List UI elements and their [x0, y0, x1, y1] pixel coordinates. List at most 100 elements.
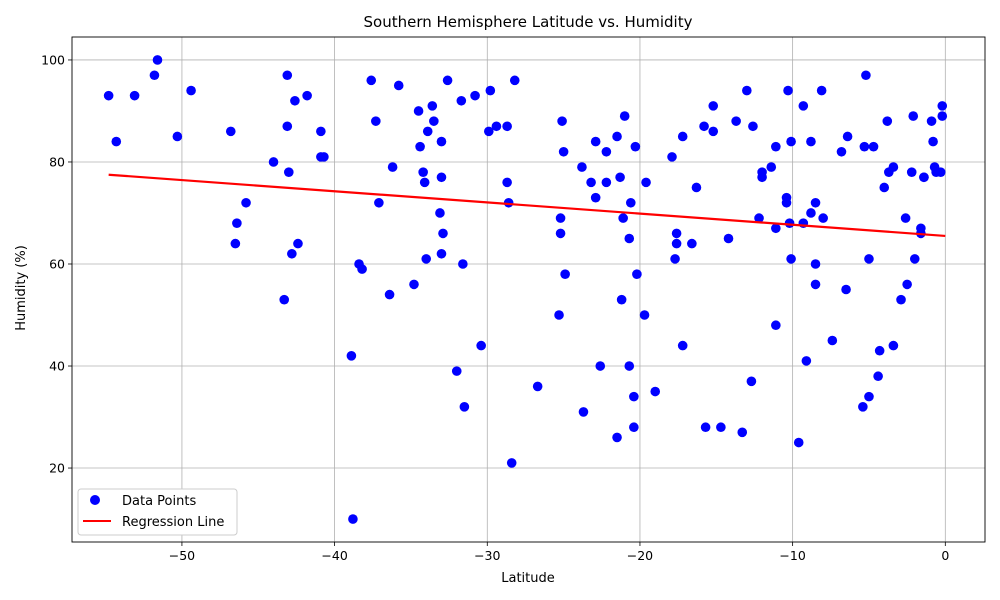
- data-point: [419, 177, 430, 188]
- data-point: [836, 146, 847, 157]
- data-point: [874, 345, 885, 356]
- data-point: [409, 279, 419, 290]
- data-point: [861, 70, 871, 81]
- data-point: [601, 146, 612, 157]
- data-point: [421, 254, 432, 264]
- data-point: [827, 335, 838, 346]
- data-point: [639, 310, 650, 320]
- data-point: [858, 402, 868, 412]
- x-axis-label: Latitude: [501, 571, 555, 586]
- data-point: [888, 162, 899, 172]
- data-point: [906, 167, 917, 177]
- data-point: [616, 294, 627, 305]
- data-point: [708, 126, 719, 137]
- data-point: [506, 458, 517, 468]
- data-point: [578, 407, 589, 417]
- axis-ticks: −50 −40 −30 −20 −10 0 20 40 60 80 100: [41, 52, 949, 563]
- data-point: [766, 162, 777, 172]
- y-tick-label: 80: [49, 154, 65, 169]
- data-point: [731, 116, 741, 126]
- data-point: [667, 152, 677, 162]
- data-point: [784, 218, 795, 228]
- data-point: [873, 371, 883, 382]
- data-point: [641, 177, 651, 188]
- data-point: [816, 85, 827, 96]
- data-point: [436, 172, 447, 183]
- data-point: [716, 422, 726, 433]
- data-point: [783, 85, 793, 96]
- data-point: [624, 361, 635, 371]
- data-point: [387, 162, 398, 172]
- data-point: [937, 101, 948, 111]
- data-point: [671, 228, 682, 239]
- regression-line: [108, 173, 946, 238]
- legend-label-regression-line: Regression Line: [122, 515, 224, 530]
- data-point: [708, 101, 719, 111]
- data-point: [230, 238, 241, 249]
- data-point: [650, 386, 661, 397]
- data-point: [316, 126, 326, 137]
- data-point: [781, 197, 792, 208]
- data-point: [186, 85, 196, 96]
- data-point: [909, 254, 920, 264]
- data-point: [442, 75, 453, 86]
- data-point: [456, 95, 467, 106]
- data-point: [793, 437, 804, 448]
- data-point: [418, 167, 428, 177]
- data-point: [601, 177, 612, 188]
- y-tick-label: 40: [49, 359, 65, 374]
- data-point: [618, 213, 628, 223]
- data-point: [129, 90, 140, 101]
- data-point: [615, 172, 625, 183]
- data-point: [671, 238, 682, 249]
- data-point: [771, 223, 781, 234]
- x-tick-label: −10: [779, 548, 805, 563]
- data-point: [555, 228, 566, 239]
- data-point: [436, 248, 447, 259]
- data-point: [413, 106, 424, 116]
- data-point: [806, 208, 816, 218]
- data-point: [502, 121, 512, 132]
- y-tick-label: 60: [49, 256, 65, 271]
- grid: [72, 37, 985, 542]
- data-point: [624, 233, 635, 244]
- data-point: [451, 366, 462, 376]
- legend-box: [77, 488, 238, 536]
- data-point: [384, 289, 395, 300]
- data-point: [470, 90, 480, 101]
- data-point: [864, 254, 874, 264]
- data-point: [625, 197, 636, 208]
- data-point: [612, 432, 622, 443]
- axes-frame: [71, 36, 986, 543]
- chart-title: Southern Hemisphere Latitude vs. Humidit…: [364, 13, 693, 31]
- data-point: [241, 197, 251, 208]
- data-point: [868, 141, 879, 152]
- data-point: [630, 141, 641, 152]
- data-point: [801, 356, 812, 366]
- data-point: [293, 238, 303, 249]
- x-tick-label: −40: [321, 548, 347, 563]
- data-point: [691, 182, 702, 193]
- data-point: [152, 55, 163, 65]
- y-axis-label: Humidity (%): [14, 245, 29, 331]
- data-point: [283, 167, 294, 177]
- data-point: [458, 259, 468, 269]
- x-tick-label: 0: [941, 548, 949, 563]
- data-point: [282, 121, 293, 132]
- data-point: [429, 116, 439, 126]
- data-points-series: [103, 55, 948, 524]
- data-point: [677, 131, 688, 142]
- data-point: [810, 259, 821, 269]
- data-point: [172, 131, 183, 142]
- data-point: [888, 340, 899, 351]
- data-point: [629, 391, 639, 402]
- data-point: [374, 197, 384, 208]
- data-point: [103, 90, 114, 101]
- data-point: [882, 116, 893, 126]
- data-point: [786, 254, 796, 264]
- data-point: [742, 85, 752, 96]
- data-point: [279, 294, 290, 305]
- data-point: [700, 422, 711, 433]
- legend-marker-data-points: [90, 495, 100, 505]
